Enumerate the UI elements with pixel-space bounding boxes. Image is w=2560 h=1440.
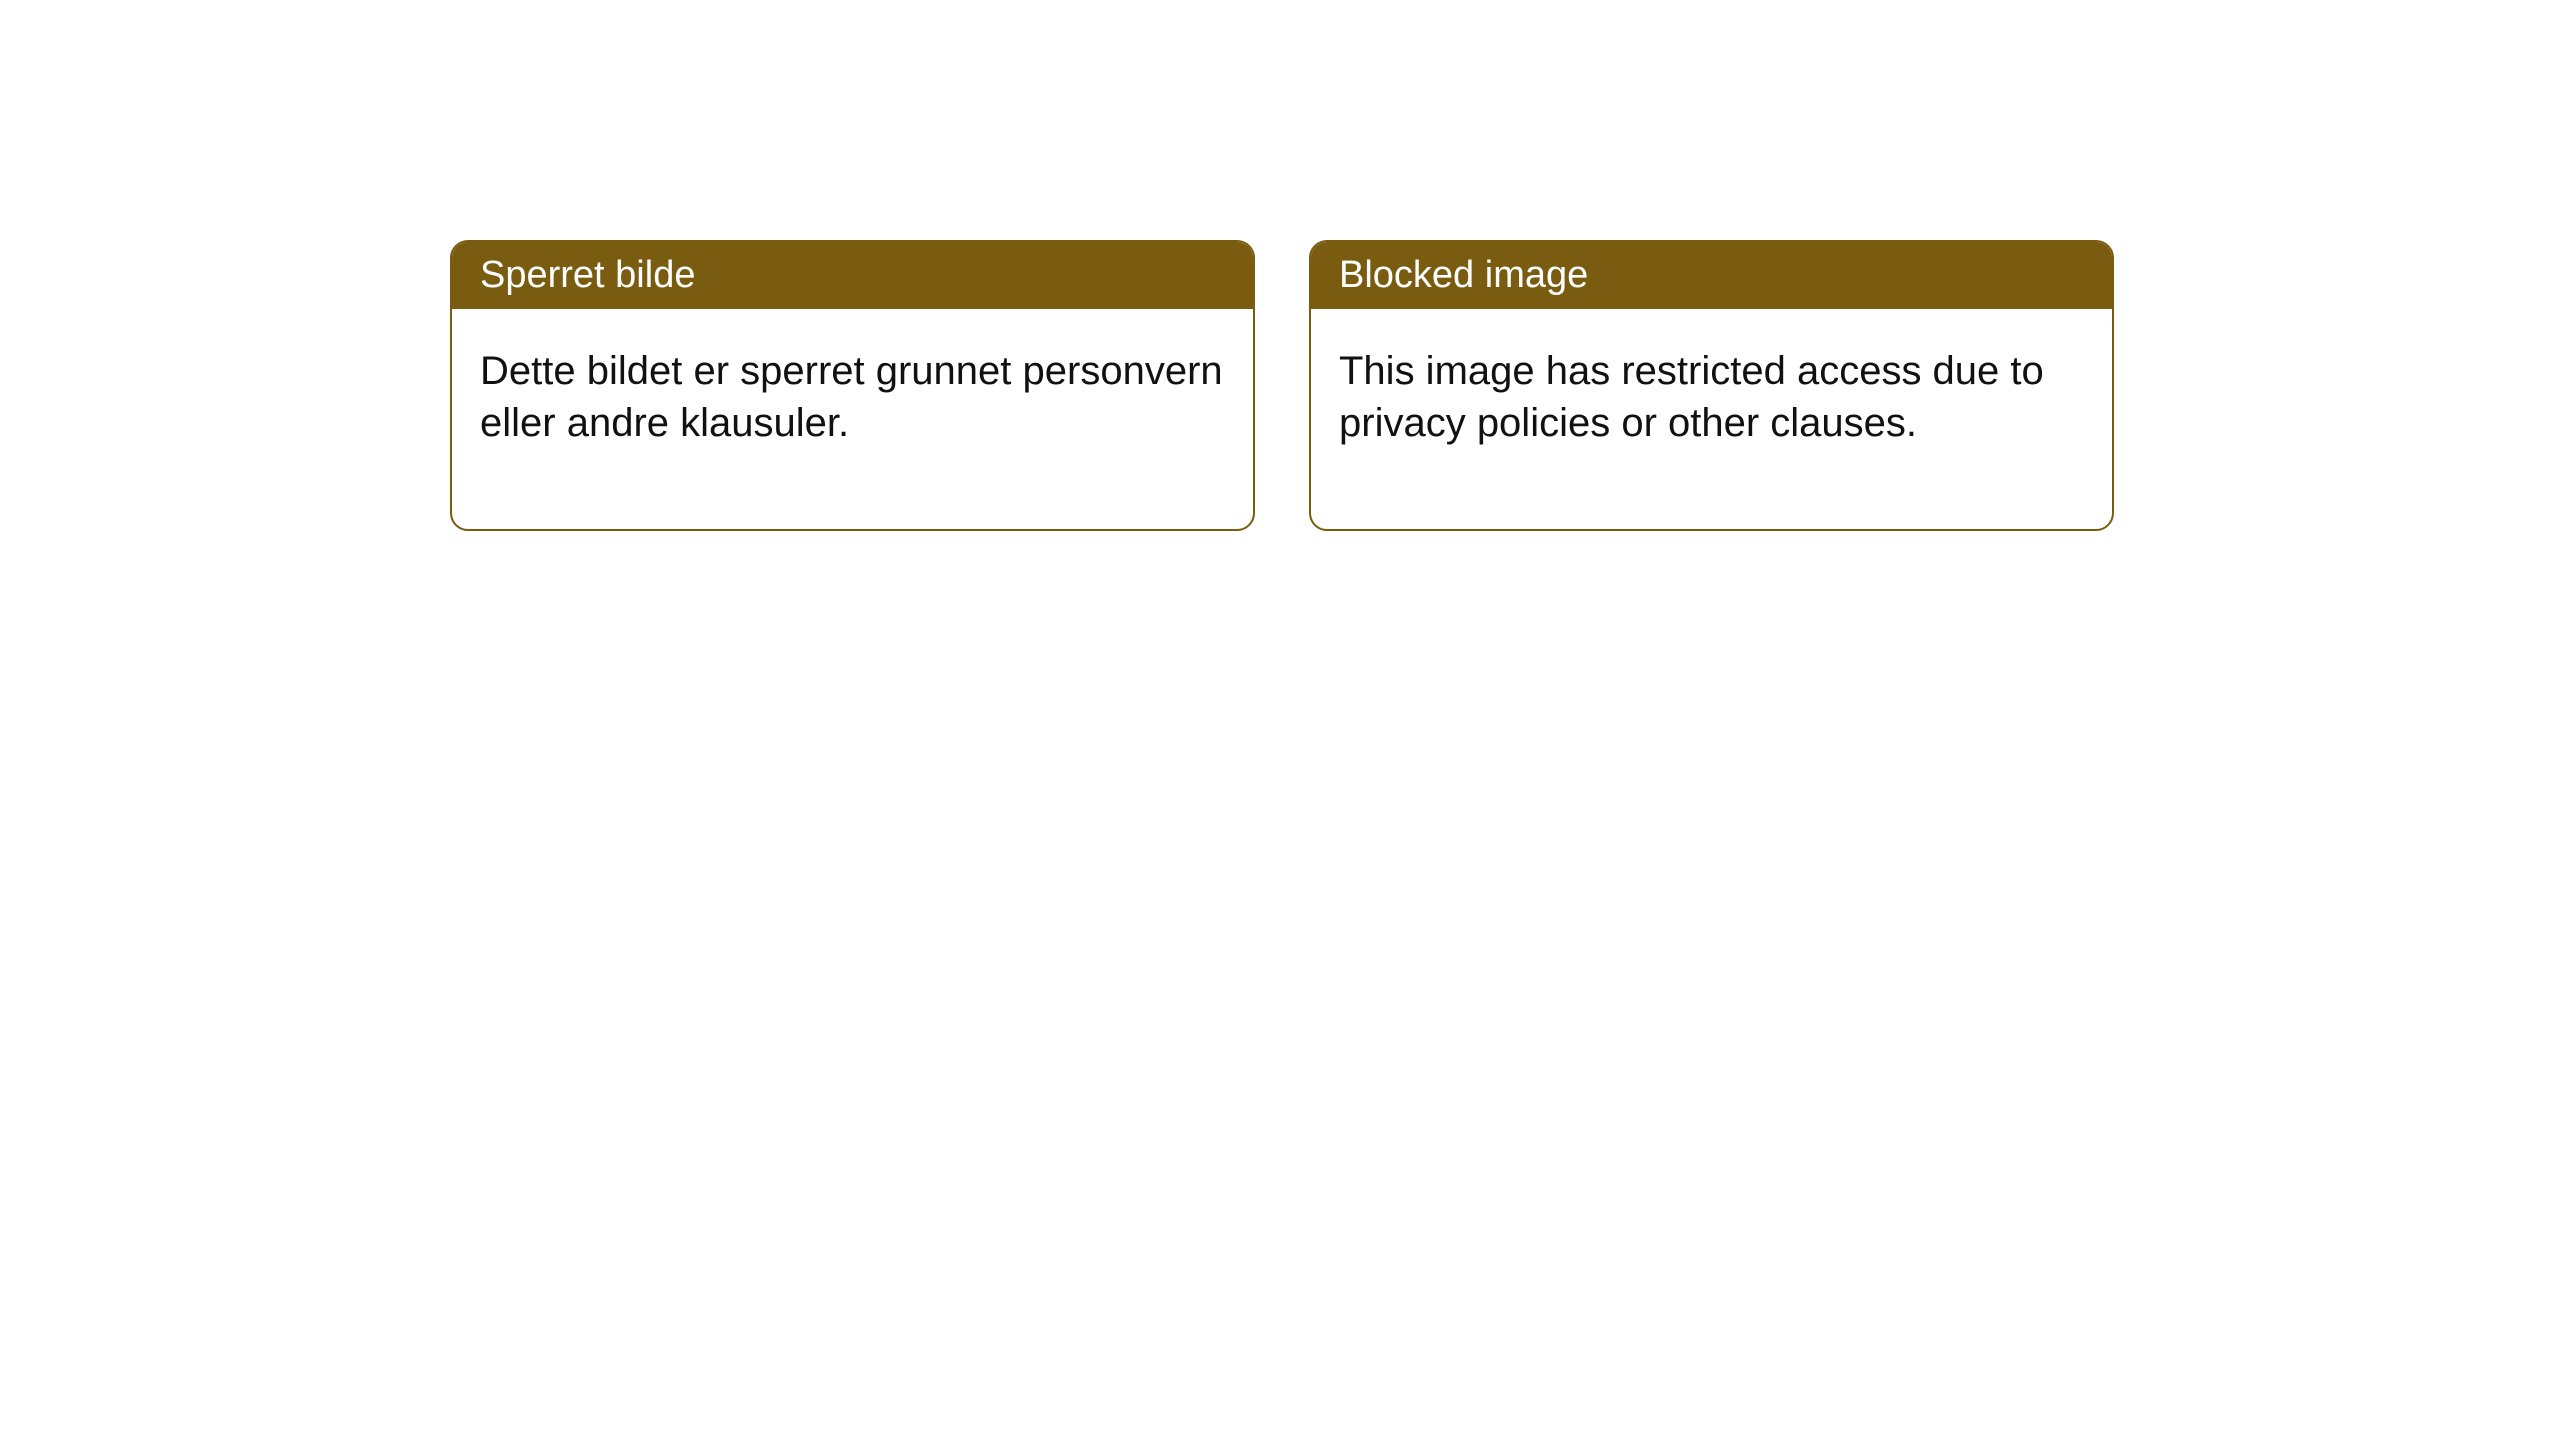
notice-card-norwegian: Sperret bilde Dette bildet er sperret gr…	[450, 240, 1255, 531]
notice-header: Sperret bilde	[452, 242, 1253, 309]
notice-container: Sperret bilde Dette bildet er sperret gr…	[450, 240, 2114, 531]
notice-body: This image has restricted access due to …	[1311, 309, 2112, 529]
notice-body: Dette bildet er sperret grunnet personve…	[452, 309, 1253, 529]
notice-card-english: Blocked image This image has restricted …	[1309, 240, 2114, 531]
notice-header: Blocked image	[1311, 242, 2112, 309]
